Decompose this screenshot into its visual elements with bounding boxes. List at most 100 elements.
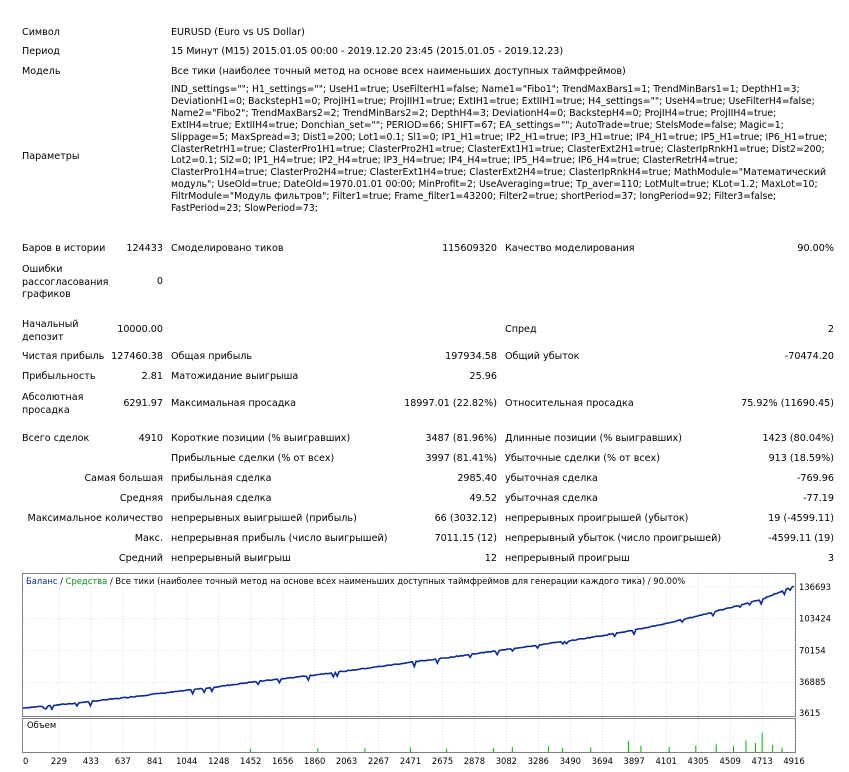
y-tick-label: 3615 — [799, 708, 820, 718]
x-tick-label: 2675 — [432, 756, 453, 766]
y-tick-label: 103424 — [799, 614, 831, 624]
x-tick-label: 3897 — [624, 756, 645, 766]
x-tick-label: 1248 — [208, 756, 229, 766]
volume-bars — [249, 732, 783, 752]
x-tick-label: 4509 — [720, 756, 741, 766]
volume-chart: Объем 0 229 433 637 841 1044 1248 1452 1656 1860 2… — [22, 718, 805, 766]
x-tick-label: 841 — [147, 756, 163, 766]
gross-loss-label: Общий убыток — [505, 351, 580, 362]
x-tick-label: 1656 — [272, 756, 293, 766]
net-profit-value: 127460.38 — [111, 351, 163, 362]
largest-profit-value: 2985.40 — [457, 473, 497, 484]
params-value: IND_settings=""; H1_settings=""; UseH1=t… — [171, 84, 828, 215]
average-loss-label: убыточная сделка — [505, 493, 598, 504]
x-tick-label: 4916 — [783, 756, 804, 766]
max-consec-loss-value: -4599.11 (19) — [768, 533, 834, 544]
expected-payoff-label: Матожидание выигрыша — [171, 371, 299, 382]
max-drawdown-value: 18997.01 (22.82%) — [404, 398, 497, 409]
short-positions-label: Короткие позиции (% выигравших) — [171, 433, 351, 444]
legend-balance: Баланс — [26, 576, 58, 586]
avg-consec-losses-value: 3 — [827, 553, 834, 564]
chart-frame — [22, 573, 796, 717]
volume-label: Объем — [27, 720, 56, 730]
spread-value: 2 — [827, 324, 834, 335]
gross-profit-value: 197934.58 — [445, 351, 497, 362]
gross-profit-label: Общая прибыль — [171, 351, 253, 362]
x-tick-label: 3082 — [496, 756, 517, 766]
x-tick-label: 3490 — [560, 756, 581, 766]
chart-legend: Баланс / Средства / Все тики (наиболее т… — [26, 576, 685, 586]
ticks-value: 115609320 — [442, 243, 497, 254]
deposit-label: Начальный депозит — [22, 319, 79, 343]
average-profit-value: 49.52 — [469, 493, 497, 504]
x-tick-label: 229 — [51, 756, 67, 766]
long-positions-value: 1423 (80.04%) — [762, 433, 834, 444]
x-tick-label: 3286 — [528, 756, 549, 766]
x-tick-label: 1044 — [176, 756, 197, 766]
gross-loss-value: -70474.20 — [784, 351, 834, 362]
volume-grid — [22, 719, 795, 752]
max-consec-wins-value: 66 (3032.12) — [434, 513, 497, 524]
avg-consec-losses-label: непрерывный проигрыш — [505, 553, 630, 564]
quality-value: 90.00% — [797, 243, 834, 254]
largest-profit-label: прибыльная сделка — [171, 473, 272, 484]
expected-payoff-value: 25.96 — [469, 371, 497, 382]
max-count-label: Максимальное количество — [27, 513, 163, 524]
x-tick-label: 2063 — [336, 756, 357, 766]
loss-trades-value: 913 (18.59%) — [768, 453, 834, 464]
y-tick-label: 36885 — [799, 677, 826, 687]
avg-count-label: Средний — [118, 553, 163, 564]
spread-label: Спред — [505, 324, 537, 335]
model-value: Все тики (наиболее точный метод на основ… — [171, 66, 626, 77]
x-tick-label: 4305 — [688, 756, 709, 766]
x-tick-label: 2267 — [368, 756, 389, 766]
rel-drawdown-value: 75.92% (11690.45) — [741, 398, 834, 409]
profit-trades-label: Прибыльные сделки (% от всех) — [171, 453, 335, 464]
params-label: Параметры — [22, 151, 80, 162]
x-tick-label: 433 — [83, 756, 99, 766]
x-tick-label: 4101 — [656, 756, 677, 766]
ticks-label: Смоделировано тиков — [171, 243, 284, 254]
x-tick-label: 2878 — [464, 756, 485, 766]
chart-series — [22, 585, 795, 711]
bars-value: 124433 — [126, 243, 163, 254]
max-consec-losses-label: непрерывных проигрышей (убыток) — [505, 513, 689, 524]
max-drawdown-label: Максимальная просадка — [171, 398, 297, 409]
abs-drawdown-value: 6291.97 — [123, 398, 163, 409]
max-consec-profit-label: непрерывная прибыль (число выигрышей) — [171, 533, 388, 544]
profit-factor-label: Прибыльность — [22, 371, 96, 382]
profit-factor-value: 2.81 — [141, 371, 163, 382]
model-label: Модель — [22, 66, 61, 77]
errors-value: 0 — [156, 276, 163, 287]
max-amount-label: Макс. — [134, 533, 163, 544]
avg-consec-wins-label: непрерывный выигрыш — [171, 553, 291, 564]
balance-chart: Баланс / Средства / Все тики (наиболее т… — [22, 573, 831, 718]
x-tick-label: 637 — [115, 756, 131, 766]
average-label: Средняя — [119, 493, 163, 504]
period-label: Период — [22, 46, 60, 57]
y-tick-label: 70154 — [799, 646, 826, 656]
x-tick-label: 3694 — [592, 756, 613, 766]
deposit-value: 10000.00 — [117, 324, 163, 335]
short-positions-value: 3487 (81.96%) — [425, 433, 497, 444]
max-consec-losses-value: 19 (-4599.11) — [768, 513, 834, 524]
avg-consec-wins-value: 12 — [484, 553, 497, 564]
x-tick-label: 0 — [23, 756, 28, 766]
max-consec-loss-label: непрерывный убыток (число проигрышей) — [505, 533, 722, 544]
legend-description: / Все тики (наиболее точный метод на осн… — [107, 576, 685, 586]
rel-drawdown-label: Относительная просадка — [505, 398, 634, 409]
long-positions-label: Длинные позиции (% выигравших) — [505, 433, 682, 444]
average-loss-value: -77.19 — [803, 493, 834, 504]
legend-equity: Средства — [66, 576, 108, 586]
quality-label: Качество моделирования — [505, 243, 635, 254]
total-trades-label: Всего сделок — [22, 433, 90, 444]
balance-line — [22, 585, 795, 711]
net-profit-label: Чистая прибыль — [22, 351, 105, 362]
symbol-value: EURUSD (Euro vs US Dollar) — [171, 27, 305, 38]
period-value: 15 Минут (M15) 2015.01.05 00:00 - 2019.1… — [171, 46, 564, 57]
profit-trades-value: 3997 (81.41%) — [425, 453, 497, 464]
x-tick-label: 4713 — [751, 756, 772, 766]
average-profit-label: прибыльная сделка — [171, 493, 272, 504]
symbol-label: Символ — [22, 27, 60, 38]
abs-drawdown-label: Абсолютная просадка — [22, 392, 84, 416]
